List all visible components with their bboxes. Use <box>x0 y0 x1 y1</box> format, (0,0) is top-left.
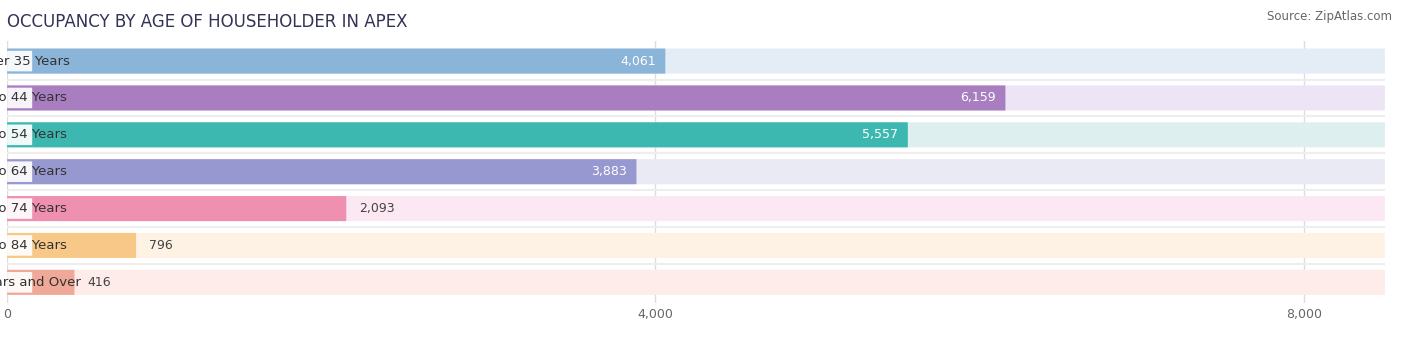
FancyBboxPatch shape <box>7 270 75 295</box>
Text: 35 to 44 Years: 35 to 44 Years <box>0 91 67 104</box>
FancyBboxPatch shape <box>7 198 32 219</box>
FancyBboxPatch shape <box>7 235 32 256</box>
Text: 796: 796 <box>149 239 173 252</box>
FancyBboxPatch shape <box>7 51 32 71</box>
FancyBboxPatch shape <box>7 85 1385 110</box>
FancyBboxPatch shape <box>7 196 1385 221</box>
FancyBboxPatch shape <box>7 272 32 293</box>
Text: 2,093: 2,093 <box>360 202 395 215</box>
Text: 75 to 84 Years: 75 to 84 Years <box>0 239 67 252</box>
Bar <box>7 227 1385 264</box>
Text: Source: ZipAtlas.com: Source: ZipAtlas.com <box>1267 10 1392 23</box>
Text: 4,061: 4,061 <box>620 55 655 68</box>
Text: 3,883: 3,883 <box>591 165 627 178</box>
FancyBboxPatch shape <box>7 233 136 258</box>
FancyBboxPatch shape <box>7 159 1385 184</box>
FancyBboxPatch shape <box>7 88 32 108</box>
Text: OCCUPANCY BY AGE OF HOUSEHOLDER IN APEX: OCCUPANCY BY AGE OF HOUSEHOLDER IN APEX <box>7 13 408 31</box>
Bar <box>7 80 1385 116</box>
Text: 65 to 74 Years: 65 to 74 Years <box>0 202 67 215</box>
FancyBboxPatch shape <box>7 233 1385 258</box>
FancyBboxPatch shape <box>7 159 637 184</box>
Bar <box>7 153 1385 190</box>
Bar <box>7 190 1385 227</box>
FancyBboxPatch shape <box>7 196 346 221</box>
Bar <box>7 264 1385 301</box>
Bar <box>7 116 1385 153</box>
FancyBboxPatch shape <box>7 122 908 147</box>
FancyBboxPatch shape <box>7 49 1385 74</box>
Text: 416: 416 <box>87 276 111 289</box>
Text: 45 to 54 Years: 45 to 54 Years <box>0 128 67 141</box>
FancyBboxPatch shape <box>7 49 665 74</box>
Text: 85 Years and Over: 85 Years and Over <box>0 276 80 289</box>
Text: 55 to 64 Years: 55 to 64 Years <box>0 165 67 178</box>
Text: 5,557: 5,557 <box>862 128 898 141</box>
Text: Under 35 Years: Under 35 Years <box>0 55 70 68</box>
FancyBboxPatch shape <box>7 124 32 145</box>
Bar <box>7 42 1385 80</box>
Text: 6,159: 6,159 <box>960 91 995 104</box>
FancyBboxPatch shape <box>7 122 1385 147</box>
FancyBboxPatch shape <box>7 85 1005 110</box>
FancyBboxPatch shape <box>7 270 1385 295</box>
FancyBboxPatch shape <box>7 162 32 182</box>
